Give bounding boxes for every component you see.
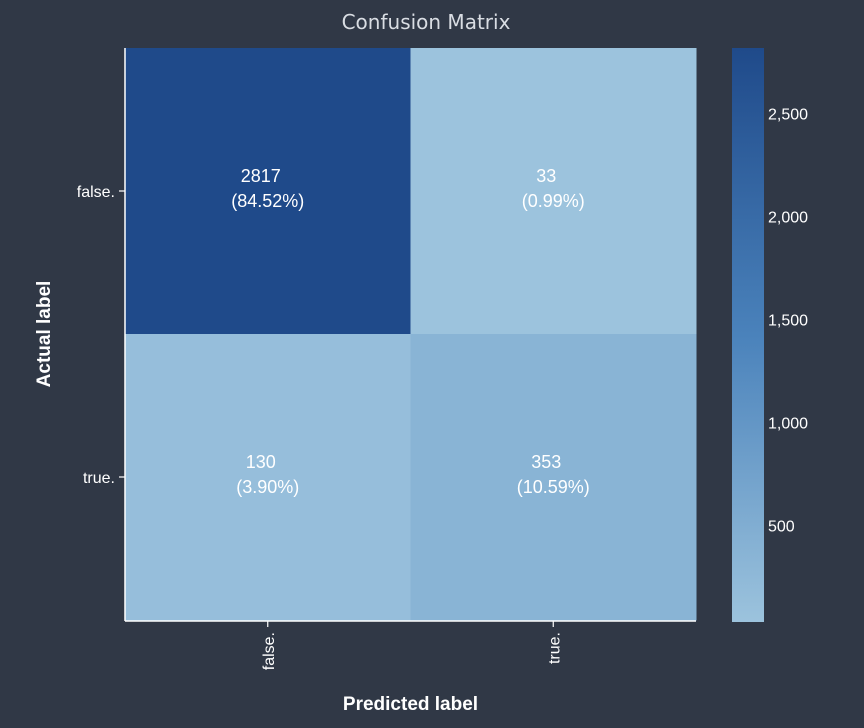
colorbar-tick-label: 1,000 <box>768 416 808 433</box>
colorbar <box>732 48 764 622</box>
colorbar-tick-label: 500 <box>768 519 795 536</box>
heatmap-cell <box>410 334 697 621</box>
x-tick-label: true. <box>546 632 563 664</box>
cell-count-label: 353 <box>531 452 561 472</box>
colorbar-tick-label: 2,000 <box>768 209 808 226</box>
cell-percent-label: (3.90%) <box>236 477 299 497</box>
cell-percent-label: (10.59%) <box>517 477 590 497</box>
cell-percent-label: (84.52%) <box>231 191 304 211</box>
heatmap-cell <box>125 48 411 335</box>
chart-title: Confusion Matrix <box>341 10 511 34</box>
colorbar-tick-label: 2,500 <box>768 106 808 123</box>
x-tick-label: false. <box>261 632 278 670</box>
y-tick-label: false. <box>77 184 115 201</box>
cell-percent-label: (0.99%) <box>522 191 585 211</box>
cell-count-label: 33 <box>536 166 556 186</box>
cell-count-label: 2817 <box>241 166 281 186</box>
heatmap-cell <box>410 48 697 335</box>
y-axis-label: Actual label <box>34 281 55 388</box>
cell-count-label: 130 <box>246 452 276 472</box>
x-axis-label: Predicted label <box>343 694 478 715</box>
heatmap-cell <box>125 334 411 621</box>
colorbar-tick-label: 1,500 <box>768 313 808 330</box>
y-tick-label: true. <box>83 470 115 487</box>
